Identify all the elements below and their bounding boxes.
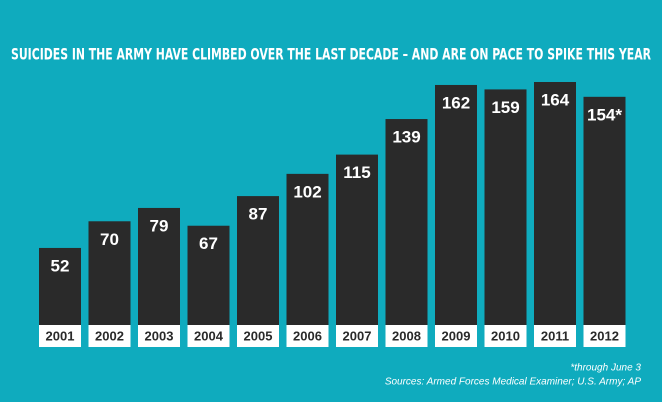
category-box (286, 325, 329, 347)
x-tick-label: 2009 (442, 328, 471, 343)
data-label: 159 (491, 98, 519, 117)
data-label: 164 (541, 90, 570, 109)
bar (237, 196, 279, 325)
x-tick-label: 2008 (392, 328, 421, 343)
category-box (187, 325, 230, 347)
bar (484, 89, 527, 325)
data-label: 139 (392, 128, 420, 147)
data-label: 52 (51, 256, 70, 275)
category-box (534, 325, 576, 347)
category-box (88, 325, 131, 347)
category-box (138, 325, 180, 347)
x-tick-label: 2001 (46, 328, 75, 343)
data-label: 102 (293, 182, 321, 201)
bar (138, 207, 180, 325)
bar (385, 119, 428, 325)
source-note: Sources: Armed Forces Medical Examiner; … (385, 377, 642, 388)
category-box (385, 325, 428, 347)
x-tick-label: 2011 (541, 328, 569, 343)
bar (336, 154, 378, 325)
data-label: 115 (343, 163, 370, 182)
x-tick-label: 2004 (194, 328, 224, 343)
x-tick-label: 2005 (244, 328, 273, 343)
data-label: 70 (100, 230, 119, 249)
data-label: 162 (442, 93, 470, 112)
category-box (39, 325, 81, 347)
data-label: 79 (150, 216, 169, 235)
x-tick-label: 2002 (95, 328, 124, 343)
data-label: 67 (199, 234, 218, 253)
x-tick-label: 2012 (590, 328, 619, 343)
category-box (435, 325, 477, 347)
footnote: *through June 3 (570, 363, 641, 374)
x-tick-label: 2007 (343, 328, 372, 343)
bar (435, 84, 477, 326)
bar (286, 173, 329, 325)
bar (39, 247, 81, 325)
category-box (583, 325, 626, 347)
x-tick-label: 2003 (145, 328, 174, 343)
category-box (336, 325, 378, 347)
bar (187, 225, 230, 325)
data-label: 154* (587, 105, 622, 124)
x-tick-label: 2010 (491, 328, 520, 343)
category-box (484, 325, 527, 347)
bar (534, 82, 576, 325)
bar (583, 96, 626, 325)
chart-title: SUICIDES IN THE ARMY HAVE CLIMBED OVER T… (11, 45, 651, 64)
data-label: 87 (249, 205, 268, 224)
x-tick-label: 2006 (293, 328, 322, 343)
bar (88, 221, 131, 325)
category-box (237, 325, 279, 347)
